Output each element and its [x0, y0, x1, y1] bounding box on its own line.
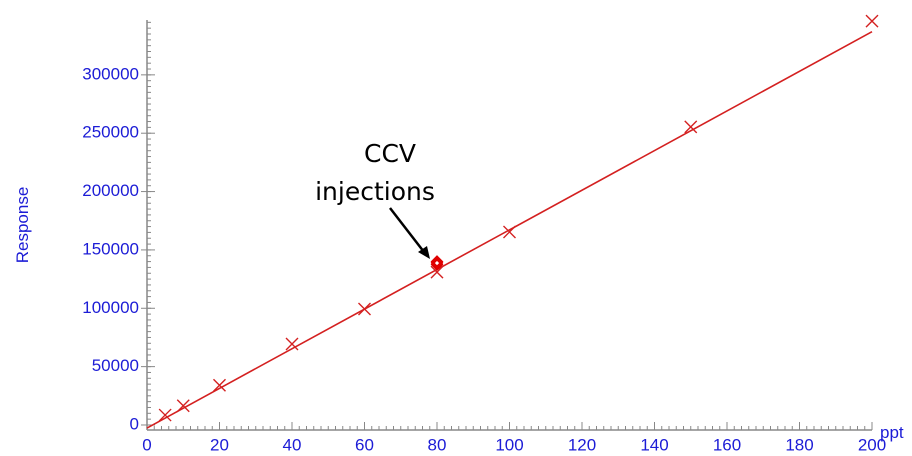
annotation: injections	[315, 177, 435, 206]
x-tick-label: 180	[785, 435, 813, 454]
data-point	[503, 225, 516, 239]
data-point	[285, 337, 299, 351]
y-tick-label: 300000	[82, 64, 139, 83]
y-tick-label: 150000	[82, 239, 139, 258]
y-tick-label: 100000	[82, 298, 139, 317]
y-tick-label: 0	[130, 414, 139, 433]
data-point	[158, 408, 172, 422]
arrow-head	[418, 246, 430, 259]
x-tick-label: 120	[568, 435, 596, 454]
x-axis-label: ppt	[880, 423, 904, 442]
y-tick-label: 50000	[92, 356, 139, 375]
annotation-arrow	[389, 207, 425, 253]
data-point	[213, 378, 226, 392]
x-tick-label: 20	[210, 435, 229, 454]
data-point	[865, 14, 879, 28]
annotation: CCV	[364, 139, 416, 168]
data-point	[684, 120, 698, 134]
x-tick-label: 40	[283, 435, 302, 454]
x-tick-label: 140	[640, 435, 668, 454]
fit-line	[146, 30, 873, 429]
x-tick-label: 60	[355, 435, 374, 454]
data-point	[176, 399, 190, 413]
x-tick-label: 200	[858, 435, 886, 454]
data-point	[430, 265, 444, 279]
y-tick-label: 200000	[82, 181, 139, 200]
ccv-point	[430, 255, 444, 269]
x-tick-label: 0	[142, 435, 151, 454]
y-tick-label: 250000	[82, 123, 139, 142]
x-tick-label: 160	[713, 435, 741, 454]
data-point	[358, 302, 371, 316]
y-axis-label: Response	[13, 187, 32, 264]
x-tick-label: 80	[428, 435, 447, 454]
x-tick-label: 100	[495, 435, 523, 454]
